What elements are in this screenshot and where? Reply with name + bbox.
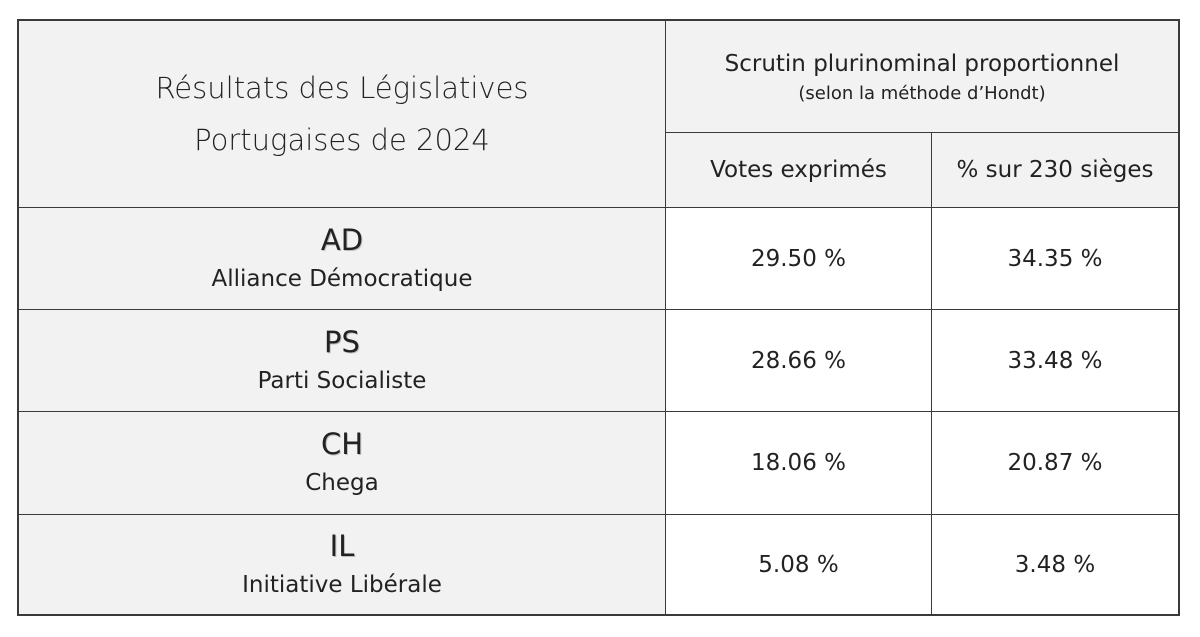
votes-cell-ch: 18.06 % (666, 412, 931, 514)
party-name: Parti Socialiste (257, 367, 427, 394)
table-title-cell: Résultats des Législatives Portugaises d… (19, 21, 665, 207)
votes-value: 29.50 % (750, 245, 846, 272)
voting-system-subtitle: (selon la méthode d’Hondt) (798, 82, 1046, 104)
column-divider (665, 21, 666, 614)
votes-column-header: Votes exprimés (666, 133, 931, 207)
column-divider (931, 132, 932, 614)
votes-cell-ad: 29.50 % (666, 208, 931, 309)
results-table: Résultats des Législatives Portugaises d… (17, 19, 1180, 616)
table-title-line-1: Résultats des Législatives (155, 71, 529, 105)
seats-value: 20.87 % (1007, 450, 1103, 476)
row-divider (665, 132, 1178, 133)
seats-value: 33.48 % (1007, 347, 1103, 374)
party-name: Initiative Libérale (242, 571, 442, 598)
votes-value: 5.08 % (758, 551, 839, 578)
party-abbreviation: AD (320, 222, 364, 257)
votes-value: 28.66 % (750, 347, 846, 374)
seats-cell-ps: 33.48 % (932, 310, 1178, 411)
party-name: Alliance Démocratique (211, 265, 473, 292)
seats-cell-ad: 34.35 % (932, 208, 1178, 309)
party-abbreviation: IL (329, 528, 355, 563)
votes-cell-ps: 28.66 % (666, 310, 931, 411)
votes-value: 18.06 % (750, 450, 846, 476)
votes-column-label: Votes exprimés (710, 157, 887, 183)
seats-column-header: % sur 230 sièges (932, 133, 1178, 207)
seats-value: 3.48 % (1014, 551, 1096, 578)
seats-column-label: % sur 230 sièges (956, 157, 1154, 183)
seats-cell-il: 3.48 % (932, 515, 1178, 614)
seats-value: 34.35 % (1007, 245, 1103, 272)
party-cell-ps: PS Parti Socialiste (19, 310, 665, 411)
voting-system-title: Scrutin plurinominal proportionnel (724, 50, 1120, 77)
party-abbreviation: CH (320, 427, 364, 461)
row-divider (19, 411, 1178, 412)
row-divider (19, 207, 1178, 208)
party-name: Chega (305, 470, 379, 496)
voting-system-header: Scrutin plurinominal proportionnel (selo… (666, 21, 1178, 132)
party-cell-ad: AD Alliance Démocratique (19, 208, 665, 309)
seats-cell-ch: 20.87 % (932, 412, 1178, 514)
votes-cell-il: 5.08 % (666, 515, 931, 614)
party-cell-il: IL Initiative Libérale (19, 515, 665, 614)
party-cell-ch: CH Chega (19, 412, 665, 514)
party-abbreviation: PS (324, 324, 360, 359)
row-divider (19, 309, 1178, 310)
row-divider (19, 514, 1178, 515)
table-title-line-2: Portugaises de 2024 (194, 123, 490, 157)
